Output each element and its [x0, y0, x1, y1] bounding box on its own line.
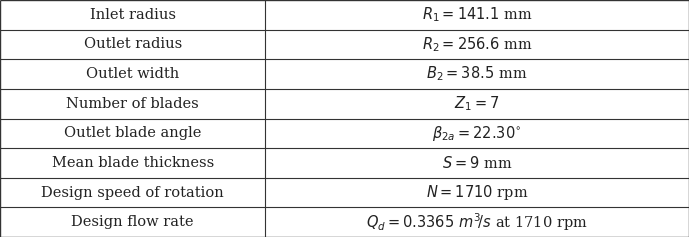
Text: $\beta_{2a} = 22.30^{\circ}$: $\beta_{2a} = 22.30^{\circ}$	[433, 124, 522, 143]
Text: Design flow rate: Design flow rate	[72, 215, 194, 229]
Text: Outlet blade angle: Outlet blade angle	[64, 126, 201, 140]
Text: Number of blades: Number of blades	[66, 97, 199, 111]
Text: $Q_d = 0.3365\ m^3\!/s$ at 1710 rpm: $Q_d = 0.3365\ m^3\!/s$ at 1710 rpm	[366, 211, 588, 233]
Text: Design speed of rotation: Design speed of rotation	[41, 186, 224, 200]
Text: $R_1 = 141.1$ mm: $R_1 = 141.1$ mm	[422, 5, 533, 24]
Text: Mean blade thickness: Mean blade thickness	[52, 156, 214, 170]
Text: $S = 9$ mm: $S = 9$ mm	[442, 155, 513, 171]
Text: $R_2 = 256.6$ mm: $R_2 = 256.6$ mm	[422, 35, 533, 54]
Text: Inlet radius: Inlet radius	[90, 8, 176, 22]
Text: $B_2 = 38.5$ mm: $B_2 = 38.5$ mm	[426, 65, 528, 83]
Text: $N = 1710$ rpm: $N = 1710$ rpm	[426, 183, 528, 202]
Text: Outlet radius: Outlet radius	[83, 37, 182, 51]
Text: $Z_1 = 7$: $Z_1 = 7$	[455, 94, 500, 113]
Text: Outlet width: Outlet width	[86, 67, 179, 81]
